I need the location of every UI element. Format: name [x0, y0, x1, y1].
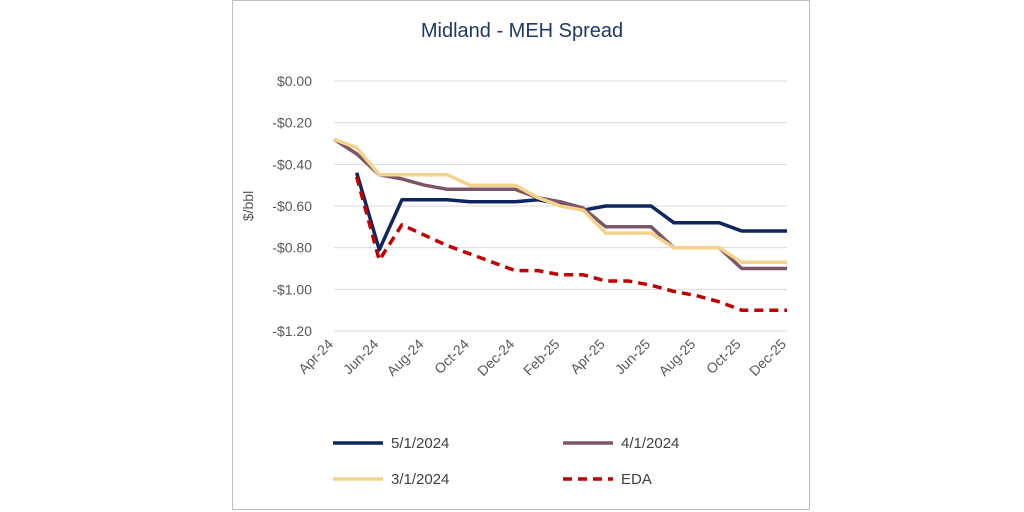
x-axis-ticks: Apr-24 Jun-24 Aug-24 Oct-24 Dec-24 Feb-25 Apr-…: [295, 336, 789, 379]
line-chart: Midland - MEH Spread $0.00 -$0.20 -$0.40 -$…: [240, 20, 789, 488]
legend: 5/1/2024 4/1/2024 3/1/2024 EDA: [333, 435, 679, 488]
y-axis-title: $/bbl: [240, 191, 256, 221]
x-tick-label: Jun-24: [340, 336, 382, 378]
x-tick-label: Aug-24: [383, 336, 426, 379]
x-tick-label: Aug-25: [655, 336, 698, 379]
y-tick-label: -$1.00: [272, 281, 312, 297]
x-tick-label: Oct-24: [431, 336, 472, 377]
y-tick-label: $0.00: [277, 73, 312, 89]
legend-label: EDA: [621, 471, 652, 488]
x-tick-label: Apr-25: [567, 336, 608, 377]
y-tick-label: -$0.60: [272, 198, 312, 214]
x-tick-label: Feb-25: [520, 336, 563, 379]
x-tick-label: Dec-25: [746, 336, 789, 379]
legend-label: 5/1/2024: [391, 435, 449, 452]
x-tick-label: Jun-25: [612, 336, 654, 378]
y-tick-label: -$0.40: [272, 156, 312, 172]
y-tick-label: -$1.20: [272, 323, 312, 339]
chart-title: Midland - MEH Spread: [421, 20, 623, 42]
series-line: [355, 176, 787, 312]
y-axis-ticks: $0.00 -$0.20 -$0.40 -$0.60 -$0.80 -$1.00 -$1.2…: [272, 73, 312, 339]
series-lines: [333, 137, 787, 312]
legend-label: 3/1/2024: [391, 471, 449, 488]
legend-label: 4/1/2024: [621, 435, 679, 452]
x-tick-label: Oct-25: [703, 336, 744, 377]
y-tick-label: -$0.20: [272, 115, 312, 131]
series-line: [333, 137, 787, 265]
y-tick-label: -$0.80: [272, 240, 312, 256]
x-tick-label: Dec-24: [474, 336, 517, 379]
x-tick-label: Apr-24: [295, 336, 336, 377]
chart-frame: Midland - MEH Spread $0.00 -$0.20 -$0.40 -$…: [232, 0, 810, 510]
